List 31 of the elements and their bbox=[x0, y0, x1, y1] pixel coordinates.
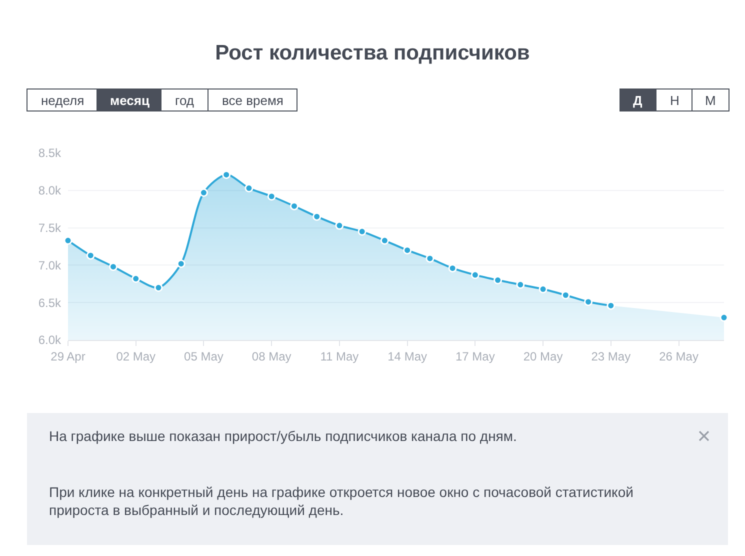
x-tick-label: 29 Apr bbox=[50, 349, 86, 364]
chart-title: Рост количества подписчиков bbox=[215, 41, 530, 64]
x-tick-label: 05 May bbox=[184, 349, 224, 364]
text: Н bbox=[670, 93, 680, 108]
text: год bbox=[175, 93, 194, 108]
point bbox=[176, 259, 186, 268]
point bbox=[358, 227, 366, 236]
x-tick-label: 02 May bbox=[116, 349, 156, 364]
y-tick-label: 8.5k bbox=[38, 146, 62, 160]
y-tick-label: 7.0k bbox=[38, 258, 62, 272]
y-tick-label: 6.0k bbox=[38, 333, 62, 348]
text: месяц bbox=[110, 93, 150, 108]
x-tick-label: 23 May bbox=[591, 349, 631, 364]
y-tick-label: 6.5k bbox=[38, 296, 62, 310]
text: Д bbox=[633, 93, 643, 108]
text: М bbox=[705, 93, 716, 108]
x-tick-label: 20 May bbox=[523, 349, 563, 364]
y-tick-label: 7.5k bbox=[38, 221, 62, 235]
x-tick-label: 08 May bbox=[252, 349, 292, 364]
x-tick-label: 11 May bbox=[320, 349, 359, 364]
text: При клике на конкретный день на графике откроется новое окно с почасовой статистикой прироста в выбранный и последующий день. bbox=[49, 484, 634, 518]
text: На графике выше показан прирост/убыль подписчиков канала по дням. bbox=[49, 428, 517, 444]
x-tick-label: 26 May bbox=[659, 349, 698, 364]
text: неделя bbox=[41, 93, 84, 108]
point bbox=[448, 264, 457, 272]
text: все время bbox=[222, 93, 284, 108]
y-tick-label: 8.0k bbox=[38, 184, 62, 198]
x-tick-label: 14 May bbox=[388, 349, 427, 364]
point bbox=[606, 301, 616, 310]
x-tick-label: 17 May bbox=[455, 349, 495, 364]
point bbox=[199, 188, 208, 197]
